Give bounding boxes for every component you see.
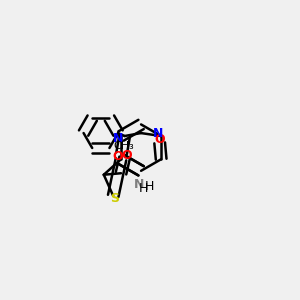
Text: CH₃: CH₃ <box>114 141 134 151</box>
Text: N: N <box>113 132 123 145</box>
Text: H: H <box>145 180 154 193</box>
Text: O: O <box>122 149 132 162</box>
Text: H: H <box>139 182 148 195</box>
Text: O: O <box>154 133 165 146</box>
Text: S: S <box>110 192 119 206</box>
Text: N: N <box>134 178 144 191</box>
Text: O: O <box>113 150 123 163</box>
Text: N: N <box>153 127 164 140</box>
